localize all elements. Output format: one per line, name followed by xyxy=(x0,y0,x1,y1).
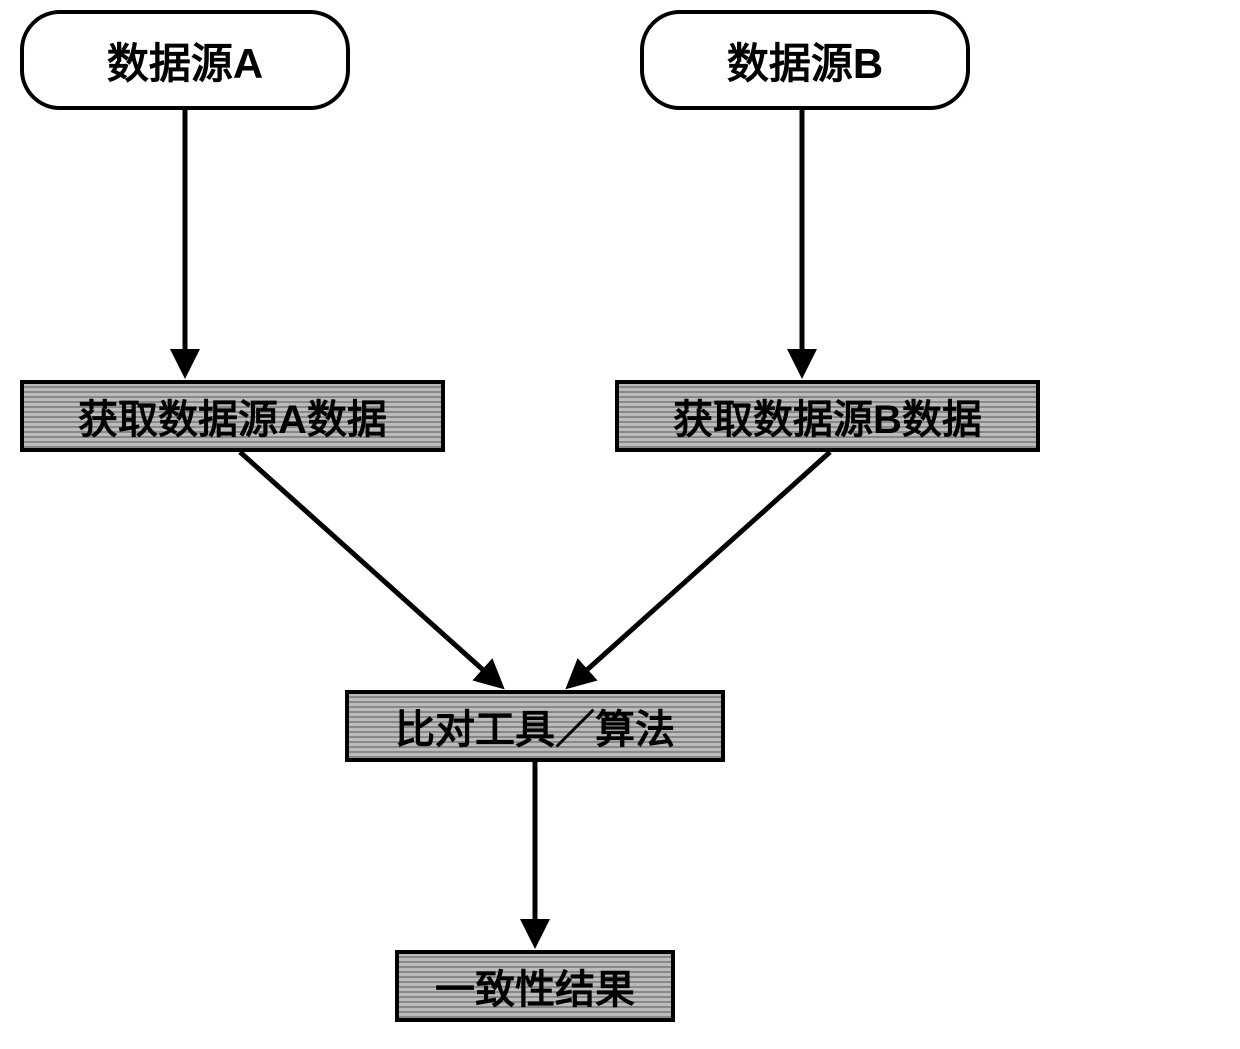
node-source-b: 数据源B xyxy=(640,10,970,110)
node-compare-label: 比对工具／算法 xyxy=(395,697,675,755)
node-get-b: 获取数据源B数据 xyxy=(615,380,1040,452)
node-result-label: 一致性结果 xyxy=(435,957,635,1015)
node-get-a-label: 获取数据源A数据 xyxy=(78,387,387,445)
node-source-b-label: 数据源B xyxy=(727,30,883,91)
node-source-a-label: 数据源A xyxy=(107,30,263,91)
node-get-b-label: 获取数据源B数据 xyxy=(673,387,982,445)
edge-getA-compare xyxy=(240,452,501,686)
node-result: 一致性结果 xyxy=(395,950,675,1022)
node-get-a: 获取数据源A数据 xyxy=(20,380,445,452)
node-source-a: 数据源A xyxy=(20,10,350,110)
node-compare: 比对工具／算法 xyxy=(345,690,725,762)
edge-getB-compare xyxy=(569,452,830,686)
edges-layer xyxy=(0,0,1240,1049)
